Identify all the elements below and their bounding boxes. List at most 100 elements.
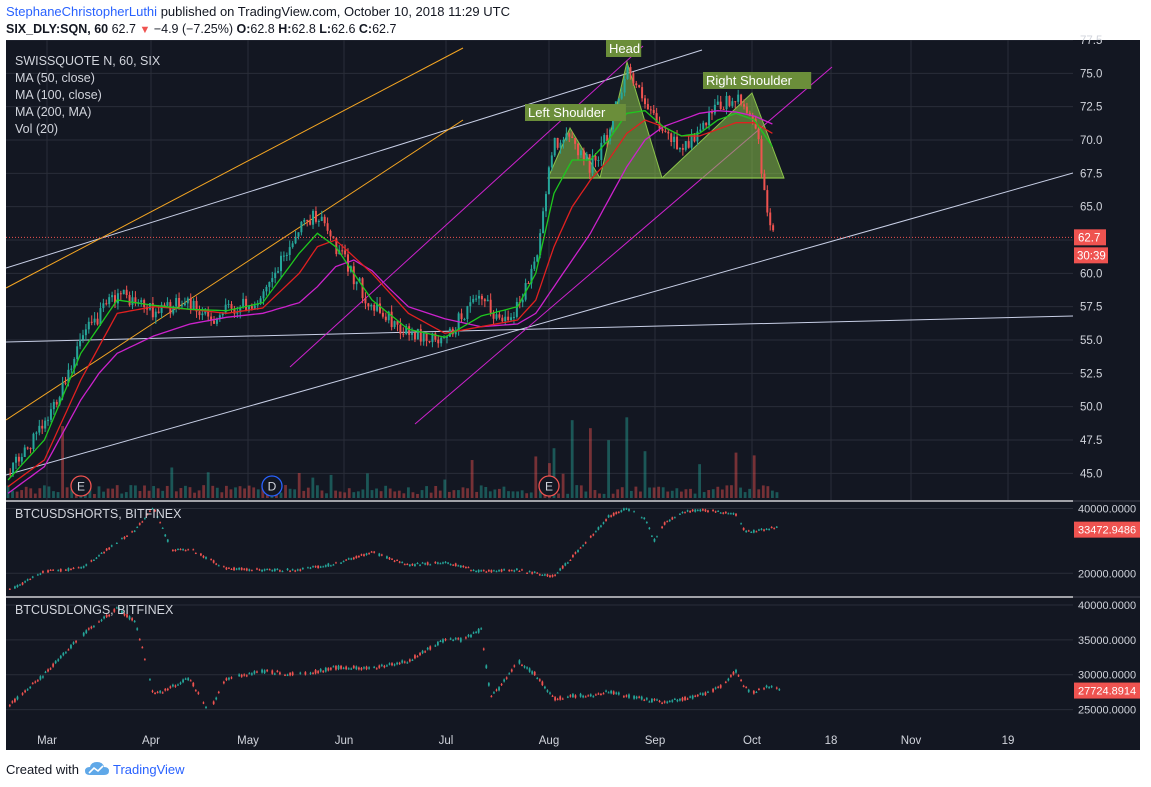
longs-candle-body (755, 692, 758, 694)
candle-body (41, 425, 44, 429)
volume-bar (584, 491, 588, 498)
shorts-candle-body (429, 564, 432, 566)
longs-candle-body (467, 634, 470, 637)
candle-body (128, 295, 131, 306)
price-tick-label: 55.0 (1080, 335, 1102, 347)
candle-body (579, 150, 582, 156)
high-label: H: (278, 22, 292, 36)
shorts-candle-body (750, 531, 753, 533)
volume-bar (620, 487, 624, 498)
longs-candle-body (215, 697, 218, 700)
longs-candle-body (126, 614, 128, 618)
candle-body (105, 303, 108, 305)
candle-body (574, 137, 577, 144)
shorts-candle-body (52, 569, 55, 571)
candle-body (416, 329, 419, 340)
shorts-candle-body (653, 538, 656, 542)
longs-candle-body (742, 685, 745, 687)
volume-bar (598, 493, 601, 498)
footer: Created with TradingView (6, 762, 185, 779)
longs-candle-body (391, 663, 393, 666)
shorts-candle-body (215, 563, 218, 565)
longs-candle-body (253, 671, 256, 674)
candle-body (428, 340, 431, 343)
volume-bar (775, 492, 779, 498)
head-label-box (606, 40, 642, 57)
shorts-candle-body (182, 549, 184, 551)
shorts-candle-body (373, 551, 376, 553)
longs-candle-body (171, 684, 174, 687)
longs-candle-body (442, 639, 444, 643)
time-tick-label: 19 (1002, 735, 1015, 747)
longs-candle-body (556, 698, 559, 700)
shorts-candle-body (742, 528, 745, 530)
volume-bar (466, 488, 469, 498)
longs-candle-body (704, 692, 707, 695)
shorts-candle-body (105, 548, 108, 551)
shorts-candle-body (396, 560, 399, 562)
candle-body (247, 305, 250, 311)
shorts-candle-body (752, 530, 755, 533)
author-link[interactable]: StephaneChristopherLuthi (6, 4, 158, 19)
shorts-candle-body (327, 563, 330, 567)
volume-bar (725, 485, 729, 498)
shorts-candle-body (222, 566, 225, 568)
shorts-candle-body (243, 568, 246, 570)
candle-body (172, 306, 175, 314)
shorts-candle-body (131, 531, 134, 533)
time-axis (6, 727, 1140, 750)
longs-candle-body (658, 700, 661, 702)
candle-body (81, 335, 84, 340)
shorts-candle-body (401, 562, 404, 564)
shorts-candle-body (699, 509, 702, 512)
candle-body (676, 136, 679, 150)
longs-candle-body (169, 686, 172, 688)
volume-bar (397, 490, 401, 498)
volume-bar (666, 491, 670, 498)
volume-bar (488, 491, 492, 498)
volume-bar (234, 487, 237, 498)
shorts-candle-body (648, 527, 651, 529)
shorts-candle-body (485, 571, 488, 573)
volume-bar (680, 491, 683, 498)
longs-candle-body (47, 669, 49, 672)
shorts-candle-body (248, 569, 251, 571)
longs-candle-body (243, 674, 246, 676)
legend-item: Vol (20) (15, 122, 58, 136)
longs-tick-label: 30000.0000 (1078, 670, 1136, 682)
price-tick-label: 50.0 (1080, 402, 1102, 414)
volume-bar (711, 489, 715, 498)
longs-candle-body (411, 659, 414, 661)
shorts-candle-body (704, 509, 707, 512)
shorts-candle-body (531, 572, 534, 574)
shorts-candle-body (80, 567, 83, 569)
longs-candle-body (194, 690, 197, 692)
shorts-candle-body (701, 509, 704, 511)
shorts-candle-body (515, 568, 518, 570)
tradingview-link[interactable]: TradingView (112, 762, 185, 777)
shorts-candle-body (572, 555, 574, 558)
longs-candle-body (304, 672, 307, 675)
volume-bar (361, 489, 365, 498)
shorts-candle-body (513, 570, 516, 572)
longs-candle-body (495, 689, 498, 691)
shorts-candle-body (324, 565, 327, 567)
longs-candle-body (375, 668, 378, 670)
shorts-candle-body (205, 557, 207, 559)
shorts-plot (6, 507, 1073, 590)
longs-candle-body (605, 690, 607, 692)
candle-body (472, 298, 475, 303)
volume-bar (502, 486, 506, 498)
candle-body (539, 233, 542, 256)
candle-body (346, 254, 349, 272)
shorts-candle-body (151, 508, 154, 510)
longs-candle-body (189, 680, 192, 682)
longs-candle-body (416, 656, 419, 658)
candle-body (743, 104, 746, 107)
volume-bar (347, 488, 351, 498)
shorts-candle-body (459, 565, 462, 568)
shorts-candle-body (70, 568, 72, 570)
shorts-candle-body (159, 522, 162, 524)
shorts-candle-body (684, 512, 686, 514)
